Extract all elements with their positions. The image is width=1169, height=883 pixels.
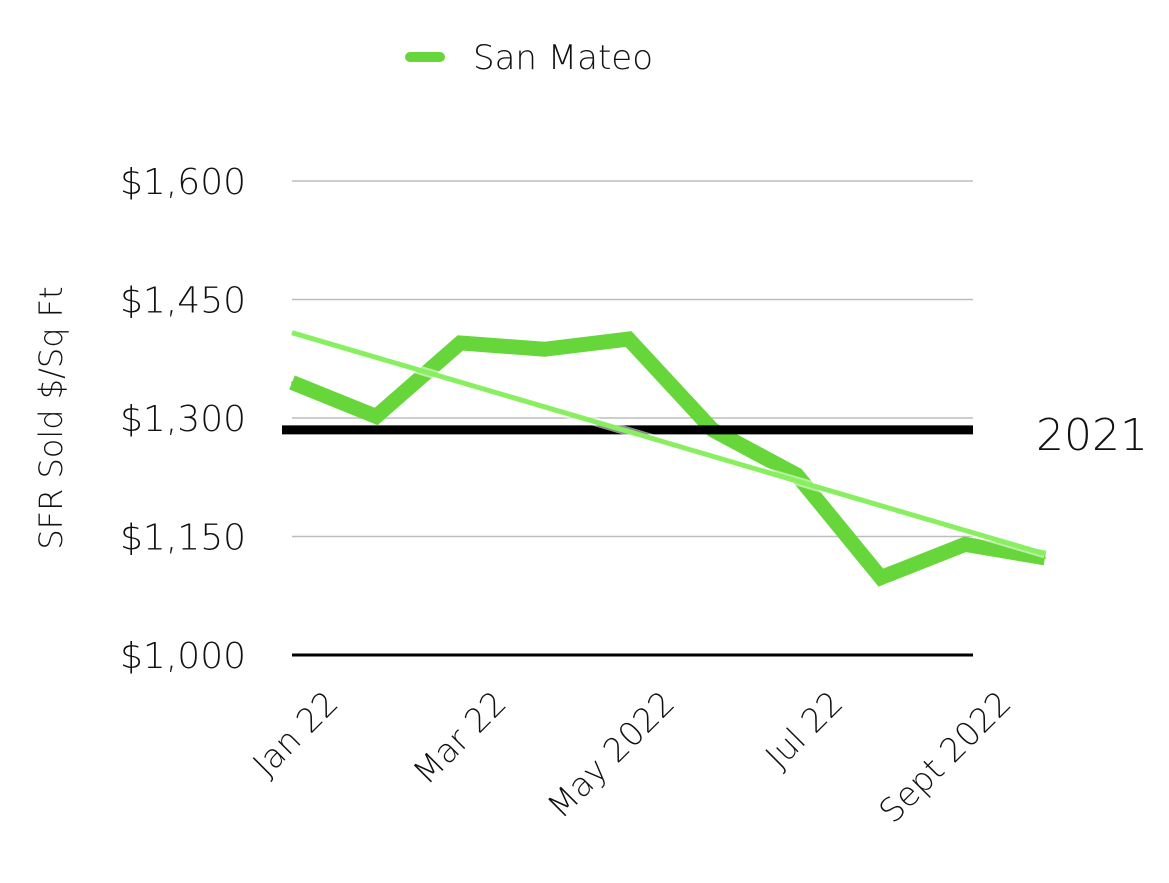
x-tick-label: May 2022 [540,683,683,826]
grid [292,180,973,657]
series-layer [289,331,1047,587]
data-point [964,543,966,546]
x-tick-labels: Jan 22 Mar 22 May 2022 Jul 22 Sept 2022 [245,683,1019,831]
data-point [375,415,378,418]
legend-label-san-mateo: San Mateo [473,38,653,78]
legend: San Mateo [405,38,653,78]
data-point [627,338,630,340]
trend-layer [290,328,1047,559]
reference-line-label: 2021 [1036,410,1148,461]
x-tick-label: Jul 22 [758,683,851,776]
x-tick-label: Sept 2022 [871,683,1019,831]
data-point [459,341,462,344]
y-tick-labels: $1,000 $1,150 $1,300 $1,450 $1,600 [120,162,246,677]
data-point [1043,556,1046,559]
x-tick-label: Jan 22 [245,683,346,784]
y-tick-label: $1,450 [120,281,246,322]
x-tick-label: Mar 22 [405,683,514,792]
y-tick-label: $1,000 [120,636,246,677]
series-line-san-mateo [289,331,1047,587]
data-point [291,381,293,384]
data-point [879,576,882,579]
trendline [291,330,1046,557]
y-tick-label: $1,600 [120,162,246,203]
y-tick-label: $1,300 [120,399,246,440]
y-tick-label: $1,150 [120,518,246,559]
data-point [543,348,546,351]
y-axis-title: SFR Sold $/Sq Ft [32,286,70,549]
data-point [795,473,798,476]
